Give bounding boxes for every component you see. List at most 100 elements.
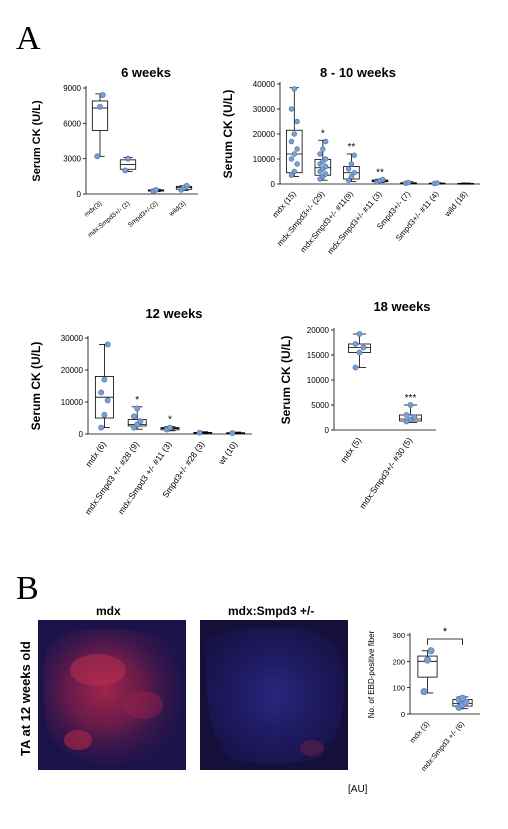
data-point: [131, 413, 137, 420]
data-point: [137, 418, 144, 425]
chart-title: 12 weeks: [145, 306, 202, 321]
data-point: [134, 405, 141, 412]
significance-marker: *: [168, 415, 172, 426]
y-tick-label: 20000: [307, 326, 330, 335]
data-point: [322, 163, 329, 170]
data-point: [380, 176, 386, 183]
data-point: [351, 152, 357, 158]
micrograph-right-label: mdx:Smpd3 +/-: [228, 604, 315, 618]
x-tick-label: mdx (5): [338, 435, 363, 464]
y-tick-label: 200: [392, 657, 405, 666]
y-axis-label: Serum CK (U/L): [31, 100, 43, 182]
data-point: [101, 376, 108, 383]
data-point: [322, 171, 329, 177]
y-tick-label: 0: [325, 426, 330, 435]
data-point: [348, 161, 355, 167]
significance-marker: **: [348, 142, 356, 153]
x-tick-label: mdx (3): [408, 719, 432, 745]
data-point: [97, 103, 103, 110]
data-point: [352, 341, 359, 347]
chart-title: 8 - 10 weeks: [320, 65, 396, 80]
data-point: [125, 155, 131, 162]
micrograph-side-label: TA at 12 weeks old: [18, 641, 33, 756]
data-point: [356, 349, 363, 356]
data-point: [345, 177, 352, 183]
y-axis-label: No. of EBD-positive fiber: [367, 630, 376, 718]
data-point: [345, 166, 352, 172]
data-point: [94, 153, 101, 160]
data-point: [101, 411, 108, 418]
y-tick-label: 10000: [307, 376, 330, 385]
data-point: [351, 170, 357, 176]
y-tick-label: 10000: [253, 155, 276, 164]
data-point: [322, 156, 329, 162]
y-axis-label: Serum CK (U/L): [29, 342, 43, 431]
data-point: [104, 341, 111, 348]
panel-letter-b: B: [16, 570, 39, 607]
micrograph-left-label: mdx: [96, 604, 121, 618]
chart-title: 18 weeks: [373, 299, 430, 314]
data-point: [291, 131, 297, 137]
x-tick-label: wild (18): [442, 189, 469, 219]
data-point: [411, 414, 418, 420]
significance-marker: *: [321, 128, 325, 139]
data-point: [288, 106, 295, 112]
x-tick-label: Smpd3+/-(2): [127, 200, 159, 229]
significance-marker: ***: [405, 393, 417, 404]
micrograph-mdx-smpd3-image: [200, 620, 348, 770]
y-tick-label: 5000: [311, 401, 329, 410]
data-point: [405, 179, 412, 186]
data-point: [288, 156, 295, 162]
data-point: [291, 168, 297, 175]
data-point: [196, 429, 203, 436]
unit-label: [AU]: [348, 784, 368, 795]
data-point: [458, 694, 466, 702]
y-tick-label: 0: [77, 190, 82, 199]
data-point: [98, 424, 105, 431]
data-point: [291, 86, 297, 92]
data-point: [407, 402, 414, 408]
x-tick-label: mdx (15): [271, 189, 298, 219]
data-point: [288, 172, 295, 178]
x-tick-label: mdx (6): [83, 439, 108, 468]
y-axis-label: Serum CK (U/L): [279, 336, 293, 425]
data-point: [352, 364, 359, 371]
data-point: [423, 656, 431, 664]
x-tick-label: mdx(3): [83, 200, 103, 218]
y-tick-label: 0: [401, 710, 405, 719]
x-tick-label: wild(3): [167, 200, 187, 218]
data-point: [322, 138, 329, 145]
data-point: [98, 389, 105, 396]
data-point: [294, 118, 300, 125]
y-tick-label: 30000: [61, 334, 84, 343]
y-tick-label: 10000: [61, 398, 84, 407]
data-point: [153, 186, 159, 193]
data-point: [167, 424, 173, 431]
y-tick-label: 9000: [63, 84, 81, 93]
y-tick-label: 40000: [253, 80, 276, 89]
y-tick-label: 20000: [61, 366, 84, 375]
data-point: [183, 182, 190, 189]
data-point: [360, 344, 367, 351]
data-point: [99, 92, 106, 98]
y-tick-label: 15000: [307, 351, 330, 360]
significance-marker: *: [135, 395, 139, 406]
micrograph-mdx-image: [38, 620, 186, 770]
data-point: [294, 161, 300, 167]
y-tick-label: 20000: [253, 130, 276, 139]
data-point: [427, 647, 435, 655]
data-point: [356, 331, 363, 337]
x-tick-label: wt (10): [216, 439, 240, 467]
x-tick-label: mdx:Smpd3+/- #30 (5): [357, 435, 414, 510]
y-tick-label: 6000: [63, 119, 81, 128]
significance-marker: **: [376, 167, 384, 178]
y-tick-label: 100: [392, 684, 405, 693]
x-tick-label: mdx:Smpd3+/- #11 (3): [326, 189, 384, 256]
data-point: [420, 688, 428, 696]
chart-title: 6 weeks: [121, 65, 171, 80]
y-tick-label: 0: [271, 180, 276, 189]
data-point: [348, 173, 355, 180]
significance-marker: *: [443, 626, 448, 638]
y-tick-label: 3000: [63, 155, 81, 164]
